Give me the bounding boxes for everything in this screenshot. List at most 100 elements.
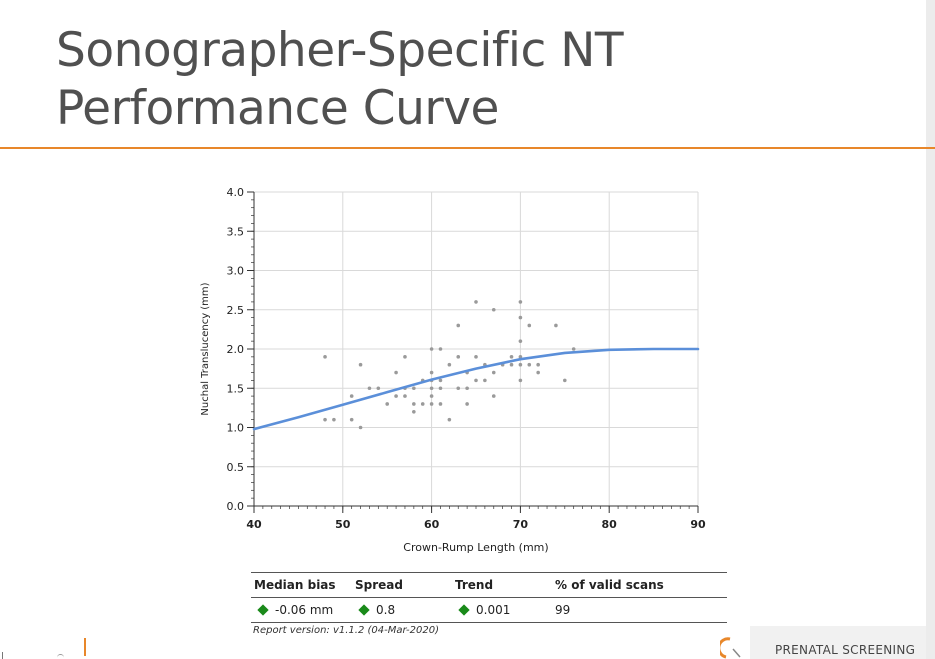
- green-diamond-icon: [358, 604, 370, 616]
- median-bias-cell: -0.06 mm: [251, 603, 352, 617]
- spread-cell: 0.8: [352, 603, 452, 617]
- footer-mark: [2, 652, 3, 659]
- scatter-point: [429, 402, 434, 406]
- header-valid-scans: % of valid scans: [555, 578, 664, 592]
- metrics-table: Median bias Spread Trend % of valid scan…: [251, 572, 727, 623]
- x-tick-label: 50: [335, 518, 351, 531]
- scatter-point: [385, 402, 390, 406]
- brand-logo-icon: [720, 637, 741, 659]
- scatter-point: [527, 323, 532, 328]
- scatter-point: [438, 386, 443, 391]
- scatter-point: [483, 378, 487, 383]
- title-divider: [0, 147, 935, 149]
- y-tick-label: 1.5: [227, 382, 245, 395]
- green-diamond-icon: [458, 604, 470, 616]
- x-tick-label: 90: [690, 518, 706, 531]
- scatter-point: [349, 394, 354, 398]
- header-trend: Trend: [455, 578, 494, 592]
- scatter-point: [429, 347, 434, 351]
- scatter-point: [491, 307, 496, 312]
- scatter-point: [438, 378, 443, 383]
- scatter-point: [518, 315, 523, 320]
- trend-value: 0.001: [476, 603, 511, 617]
- report-version: Report version: v1.1.2 (04-Mar-2020): [253, 625, 440, 636]
- x-tick-label: 70: [513, 518, 529, 531]
- x-tick-label: 40: [246, 518, 262, 531]
- scatter-point: [438, 402, 443, 406]
- median-bias-value: -0.06 mm: [275, 603, 334, 617]
- valid-scans-value: 99: [555, 603, 571, 617]
- scatter-point: [491, 370, 496, 375]
- y-tick-label: 2.5: [227, 304, 245, 317]
- scatter-point: [429, 370, 434, 375]
- scatter-point: [456, 323, 461, 328]
- scatter-point: [447, 417, 452, 422]
- scatter-point: [412, 402, 416, 406]
- scatter-point: [358, 425, 363, 430]
- scatter-point: [403, 355, 407, 359]
- scatter-point: [429, 386, 434, 391]
- scatter-point: [554, 323, 558, 328]
- spread-value: 0.8: [376, 603, 396, 617]
- scatter-point: [403, 394, 407, 398]
- scatter-point: [518, 378, 523, 383]
- y-tick-label: 3.0: [227, 265, 245, 278]
- y-tick-label: 2.0: [227, 343, 245, 356]
- scatter-point: [474, 378, 478, 383]
- scatter-point: [465, 402, 469, 406]
- scatter-point: [527, 362, 532, 367]
- scatter-point: [518, 355, 523, 359]
- scatter-point: [394, 370, 398, 375]
- scatter-point: [518, 300, 523, 304]
- scatter-point: [332, 417, 336, 422]
- x-axis-label: Crown-Rump Length (mm): [403, 541, 548, 554]
- slide-title-line-2: Performance Curve: [56, 81, 499, 136]
- header-spread: Spread: [355, 578, 403, 592]
- nt-performance-chart: 0.0 0.5 1.0 1.5 2.0 2.5 3.0 3.5 4.0 40 50 60 70 80 90 C…: [200, 186, 706, 554]
- scatter-point: [456, 355, 461, 359]
- scatter-point: [323, 417, 327, 422]
- metrics-header-row: Median bias Spread Trend % of valid scan…: [251, 573, 727, 598]
- x-tick-label: 60: [424, 518, 440, 531]
- scatter-point: [420, 402, 425, 406]
- scatter-point: [518, 339, 523, 343]
- footer-brand-panel: [750, 626, 926, 659]
- scatter-point: [491, 394, 496, 398]
- brand-name: PRENATAL SCREENING: [775, 643, 916, 657]
- scatter-point: [536, 370, 540, 375]
- scatter-point: [571, 347, 576, 351]
- scatter-point: [447, 362, 452, 367]
- scatter-point: [465, 386, 469, 391]
- scatter-point: [438, 347, 443, 351]
- scatter-point: [412, 386, 416, 391]
- scatter-point: [474, 355, 478, 359]
- x-tick-label: 80: [602, 518, 618, 531]
- scatter-point: [563, 378, 567, 383]
- performance-curve-line: [252, 347, 700, 431]
- metrics-value-row: -0.06 mm 0.8 0.001 99: [251, 598, 727, 623]
- scatter-point: [536, 362, 540, 367]
- y-tick-label: 4.0: [227, 186, 245, 199]
- y-tick-label: 3.5: [227, 225, 245, 238]
- header-median-bias: Median bias: [254, 578, 336, 592]
- scatter-point: [474, 300, 478, 304]
- valid-scans-cell: 99: [552, 603, 727, 617]
- scatter-point: [429, 394, 434, 398]
- green-diamond-icon: [257, 604, 269, 616]
- scatter-point: [394, 394, 398, 398]
- scatter-point: [323, 355, 327, 359]
- scatter-point: [358, 362, 363, 367]
- trend-cell: 0.001: [452, 603, 552, 617]
- slide-title: Sonographer-Specific NT Performance Curv…: [56, 22, 916, 138]
- slide-title-line-1: Sonographer-Specific NT: [56, 23, 624, 78]
- scatter-point: [509, 362, 514, 367]
- footer-page-mark: [57, 654, 64, 659]
- scatter-point: [518, 362, 523, 367]
- scatter-point: [456, 386, 461, 391]
- scatter-point: [367, 386, 372, 391]
- y-tick-label: 0.0: [227, 500, 245, 513]
- y-axis-label: Nuchal Translucency (mm): [200, 282, 211, 415]
- scatter-point: [349, 417, 354, 422]
- y-tick-label: 0.5: [227, 461, 245, 474]
- scatter-point: [509, 355, 514, 359]
